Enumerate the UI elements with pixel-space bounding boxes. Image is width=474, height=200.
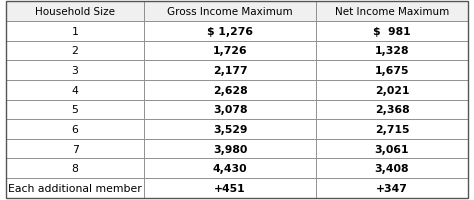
- Bar: [145, 41, 316, 61]
- Text: $ 1,276: $ 1,276: [207, 27, 253, 37]
- Text: Household Size: Household Size: [35, 7, 115, 17]
- Bar: [6, 61, 145, 80]
- Text: Gross Income Maximum: Gross Income Maximum: [167, 7, 293, 17]
- Bar: [6, 100, 145, 120]
- Text: 2,628: 2,628: [213, 85, 247, 95]
- Text: 3: 3: [72, 66, 79, 76]
- Text: $  981: $ 981: [373, 27, 411, 37]
- Bar: [316, 120, 468, 139]
- Text: 4,430: 4,430: [213, 163, 247, 173]
- Text: Net Income Maximum: Net Income Maximum: [335, 7, 449, 17]
- Text: 1,328: 1,328: [375, 46, 409, 56]
- Text: 6: 6: [72, 124, 79, 134]
- Bar: [316, 41, 468, 61]
- Bar: [316, 178, 468, 198]
- Bar: [316, 2, 468, 22]
- Bar: [316, 80, 468, 100]
- Text: 3,408: 3,408: [375, 163, 409, 173]
- Bar: [316, 100, 468, 120]
- Text: 2,021: 2,021: [375, 85, 409, 95]
- Bar: [145, 61, 316, 80]
- Bar: [6, 22, 145, 41]
- Bar: [145, 80, 316, 100]
- Text: 1,726: 1,726: [213, 46, 247, 56]
- Bar: [6, 80, 145, 100]
- Text: 2,715: 2,715: [375, 124, 409, 134]
- Bar: [316, 22, 468, 41]
- Bar: [6, 159, 145, 178]
- Text: 2,368: 2,368: [374, 105, 409, 115]
- Bar: [145, 22, 316, 41]
- Bar: [6, 120, 145, 139]
- Bar: [316, 139, 468, 159]
- Text: Each additional member: Each additional member: [8, 183, 142, 193]
- Text: 3,078: 3,078: [213, 105, 247, 115]
- Text: 2,177: 2,177: [213, 66, 247, 76]
- Bar: [145, 100, 316, 120]
- Bar: [145, 139, 316, 159]
- Bar: [6, 2, 145, 22]
- Bar: [6, 139, 145, 159]
- Bar: [145, 178, 316, 198]
- Bar: [6, 178, 145, 198]
- Text: 2: 2: [72, 46, 79, 56]
- Text: +451: +451: [214, 183, 246, 193]
- Bar: [145, 120, 316, 139]
- Text: 7: 7: [72, 144, 79, 154]
- Text: 1,675: 1,675: [375, 66, 409, 76]
- Text: 3,529: 3,529: [213, 124, 247, 134]
- Text: 5: 5: [72, 105, 79, 115]
- Bar: [316, 159, 468, 178]
- Text: 8: 8: [72, 163, 79, 173]
- Bar: [145, 159, 316, 178]
- Text: 1: 1: [72, 27, 79, 37]
- Bar: [145, 2, 316, 22]
- Bar: [6, 41, 145, 61]
- Text: 3,980: 3,980: [213, 144, 247, 154]
- Text: 4: 4: [72, 85, 79, 95]
- Text: +347: +347: [376, 183, 408, 193]
- Bar: [316, 61, 468, 80]
- Text: 3,061: 3,061: [375, 144, 409, 154]
